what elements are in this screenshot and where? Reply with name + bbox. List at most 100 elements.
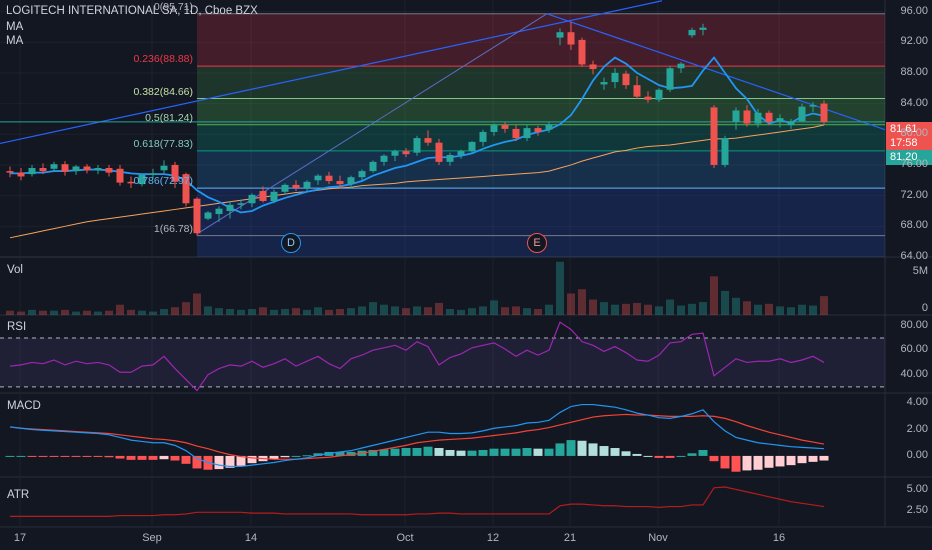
volume-bar — [677, 305, 685, 315]
candle-body — [721, 138, 729, 165]
volume-bar — [314, 307, 322, 315]
macd-histogram-bar — [577, 440, 587, 456]
time-axis-tick: Sep — [142, 532, 162, 544]
macd-histogram-bar — [456, 450, 466, 456]
rsi-axis-tick: 40.00 — [900, 367, 928, 380]
time-axis-tick: Nov — [648, 532, 668, 544]
macd-histogram-bar — [797, 455, 807, 464]
macd-histogram-bar — [709, 455, 719, 462]
candle-body — [105, 168, 113, 173]
macd-histogram-bar — [27, 455, 37, 457]
macd-histogram-bar — [533, 448, 543, 456]
volume-axis-tick: 5M — [912, 265, 928, 278]
rsi-pane-label[interactable]: RSI — [7, 321, 27, 333]
candle-body — [798, 106, 806, 122]
macd-histogram-bar — [247, 455, 257, 464]
macd-histogram-bar — [676, 455, 686, 457]
volume-bar — [479, 306, 487, 315]
candle-body — [94, 168, 102, 171]
time-axis-tick: 12 — [486, 532, 500, 544]
volume-bar — [28, 309, 36, 315]
atr-axis-tick: 5.00 — [906, 483, 928, 496]
macd-histogram-bar — [401, 448, 411, 456]
macd-histogram-bar — [225, 455, 235, 468]
volume-bar — [490, 300, 498, 315]
candle-body — [281, 184, 289, 192]
candle-body — [523, 128, 531, 139]
macd-histogram-bar — [291, 455, 301, 457]
macd-histogram-bar — [368, 449, 378, 456]
volume-bar — [545, 304, 553, 315]
macd-histogram-bar — [214, 455, 224, 470]
dividend-event-marker[interactable]: D — [281, 233, 301, 253]
candle-body — [457, 151, 465, 155]
price-axis-tick: 72.00 — [900, 188, 928, 201]
volume-bar — [39, 310, 47, 315]
volume-bar — [798, 304, 806, 315]
volume-bar — [765, 303, 773, 315]
macd-histogram-bar — [698, 449, 708, 456]
macd-histogram-bar — [302, 455, 312, 457]
volume-bar — [116, 304, 124, 315]
macd-pane-label[interactable]: MACD — [7, 400, 41, 412]
macd-histogram-bar — [390, 448, 400, 456]
macd-histogram-bar — [38, 455, 48, 457]
volume-bar — [380, 304, 388, 315]
macd-histogram-bar — [104, 455, 114, 458]
atr-pane-label[interactable]: ATR — [7, 489, 30, 501]
candle-body — [204, 212, 212, 219]
volume-bar — [171, 307, 179, 315]
candle-body — [765, 112, 773, 122]
macd-histogram-bar — [335, 451, 345, 456]
volume-bar — [534, 308, 542, 315]
price-axis-tick: 68.00 — [900, 219, 928, 232]
volume-bar — [138, 310, 146, 315]
candle-body — [127, 181, 135, 184]
trend-line-descending — [546, 13, 886, 131]
time-axis-tick: 16 — [772, 532, 786, 544]
volume-bar — [776, 306, 784, 315]
ma-indicator-label-2[interactable]: MA — [6, 35, 24, 47]
candle-body — [215, 208, 223, 215]
macd-histogram-bar — [445, 449, 455, 456]
volume-bar — [501, 307, 509, 315]
candle-body — [193, 198, 201, 234]
volume-bar — [743, 301, 751, 315]
fib-zone — [197, 66, 885, 99]
price-axis-tick: 96.00 — [900, 4, 928, 17]
volume-bar — [556, 261, 564, 315]
volume-bar — [237, 309, 245, 315]
volume-bar — [468, 308, 476, 315]
ma-indicator-label-1[interactable]: MA — [6, 21, 24, 33]
macd-histogram-bar — [511, 448, 521, 456]
volume-pane-label[interactable]: Vol — [7, 264, 23, 276]
candle-body — [358, 171, 366, 178]
macd-histogram-bar — [269, 455, 279, 460]
macd-histogram-bar — [643, 455, 653, 457]
volume-bar — [347, 308, 355, 315]
rsi-axis-tick: 60.00 — [900, 343, 928, 356]
candle-body — [17, 172, 25, 177]
macd-histogram-bar — [82, 455, 92, 457]
ma-value-badge: 81.20 — [886, 150, 932, 165]
volume-bar — [424, 307, 432, 315]
volume-bar — [402, 308, 410, 315]
macd-histogram-bar — [324, 451, 334, 456]
macd-histogram-bar — [764, 455, 774, 468]
candle-body — [380, 155, 388, 162]
rsi-axis-tick: 80.00 — [900, 318, 928, 331]
macd-histogram-bar — [379, 449, 389, 456]
candle-body — [237, 203, 245, 205]
volume-bar — [50, 310, 58, 315]
volume-bar — [72, 311, 80, 315]
candle-body — [182, 174, 190, 204]
candle-body — [666, 68, 674, 90]
macd-histogram-bar — [126, 455, 136, 460]
macd-histogram-bar — [236, 455, 246, 466]
earnings-event-marker[interactable]: E — [527, 233, 547, 253]
volume-bar — [567, 293, 575, 315]
candle-body — [424, 138, 432, 143]
macd-signal-line — [9, 413, 825, 460]
macd-histogram-bar — [610, 448, 620, 456]
